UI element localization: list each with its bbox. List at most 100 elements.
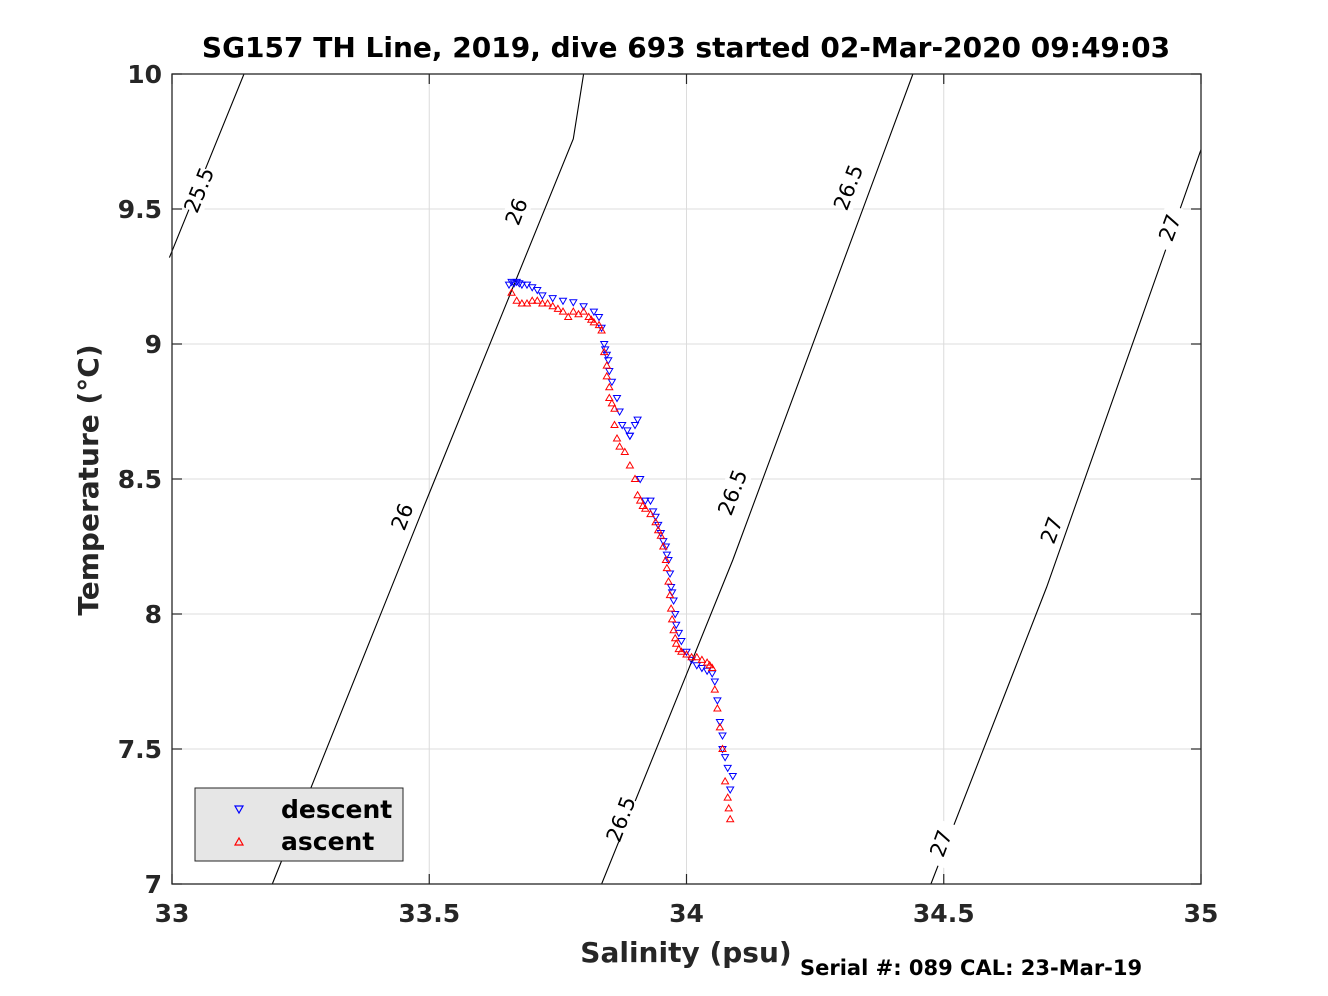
descent-point (504, 281, 514, 290)
ascent-point (707, 663, 717, 671)
descent-point (532, 287, 542, 295)
x-tick-label: 33 (155, 899, 190, 928)
ascent-point (713, 704, 722, 712)
ascent-point (558, 307, 568, 315)
descent-point (715, 719, 725, 727)
ascent-point (697, 655, 707, 663)
ascent-point (527, 296, 537, 304)
ascent-point (579, 307, 588, 315)
contour-label-mask (713, 467, 752, 518)
ascent-point (625, 461, 635, 469)
descent-point (607, 378, 617, 387)
ascent-point (661, 555, 671, 563)
legend: descent ascent (194, 787, 404, 862)
ascent-point (589, 317, 599, 326)
serial-cal-footer: Serial #: 089 CAL: 23-Mar-19 (800, 956, 1142, 980)
descent-point (720, 754, 730, 762)
x-axis-label: Salinity (psu) (580, 936, 791, 969)
descent-point (682, 648, 691, 657)
descent-point (625, 432, 635, 441)
ascent-point (630, 474, 640, 482)
chart-title: SG157 TH Line, 2019, dive 693 started 02… (202, 31, 1170, 64)
contour-label-mask (1032, 505, 1071, 556)
descent-point (661, 543, 671, 551)
descent-point (633, 416, 642, 425)
x-tick-label: 33.5 (398, 899, 460, 928)
descent-point (728, 773, 738, 781)
descent-point (612, 395, 622, 403)
ascent-point (563, 312, 573, 320)
descent-point (725, 786, 735, 794)
descent-point (548, 295, 558, 303)
descent-point (687, 656, 696, 665)
ascent-point (651, 517, 660, 526)
y-tick-label: 9.5 (118, 195, 162, 224)
legend-descent-marker (233, 805, 245, 815)
descent-point (713, 697, 722, 705)
descent-point (651, 513, 660, 522)
descent-point (662, 551, 672, 560)
x-tick-label: 35 (1184, 899, 1219, 928)
ascent-point (538, 299, 547, 307)
ascent-point (646, 509, 655, 518)
ascent-point (548, 301, 558, 310)
ascent-point (715, 722, 725, 731)
ascent-point (597, 326, 606, 334)
descent-point (579, 303, 588, 311)
ascent-point (604, 382, 614, 391)
ascent-point (517, 299, 527, 307)
descent-point (646, 497, 655, 506)
ascent-point (507, 288, 516, 296)
ascent-point (656, 531, 666, 539)
ascent-point (610, 420, 619, 428)
ascent-point (720, 776, 730, 785)
y-tick-label: 10 (127, 60, 162, 89)
y-tick-label: 9 (145, 330, 162, 359)
ascent-point (543, 299, 552, 307)
ascent-point (665, 590, 675, 599)
descent-point (589, 308, 599, 317)
descent-point (568, 299, 578, 307)
ascent-point (723, 793, 733, 801)
legend-box (194, 787, 404, 862)
y-tick-label: 7.5 (118, 735, 162, 764)
ascent-point (724, 803, 734, 812)
ascent-point (653, 525, 663, 534)
descent-point (622, 427, 632, 435)
descent-point (617, 422, 627, 430)
contour-label-mask (1151, 203, 1189, 253)
ascent-point (670, 633, 680, 642)
x-tick-label: 34.5 (913, 899, 975, 928)
ascent-point (633, 490, 642, 499)
y-tick-label: 7 (145, 870, 162, 899)
ascent-point (568, 307, 578, 315)
ascent-point (602, 361, 612, 369)
contour-label-mask (829, 162, 868, 213)
ascent-point (687, 652, 696, 661)
y-tick-label: 8.5 (118, 465, 162, 494)
ascent-point (532, 296, 542, 304)
ascent-point (584, 312, 594, 320)
ascent-point (702, 658, 712, 666)
ascent-point (594, 320, 604, 329)
density-contour-line (271, 73, 585, 885)
ascent-point (615, 442, 624, 450)
ascent-point (692, 652, 702, 661)
descent-point (723, 764, 733, 773)
descent-point (507, 278, 516, 287)
descent-point (514, 280, 524, 288)
descent-point (538, 292, 547, 300)
descent-point (594, 314, 604, 322)
ascent-point (664, 577, 673, 585)
contour-label-mask (922, 818, 961, 869)
ascent-point (604, 393, 614, 401)
ascent-point (635, 496, 645, 504)
ascent-point (612, 434, 622, 442)
descent-point (718, 746, 727, 754)
ascent-point (669, 625, 678, 634)
ascent-point (718, 744, 727, 752)
descent-point (640, 497, 650, 506)
density-contour-line (930, 149, 1202, 885)
descent-point (718, 732, 727, 740)
